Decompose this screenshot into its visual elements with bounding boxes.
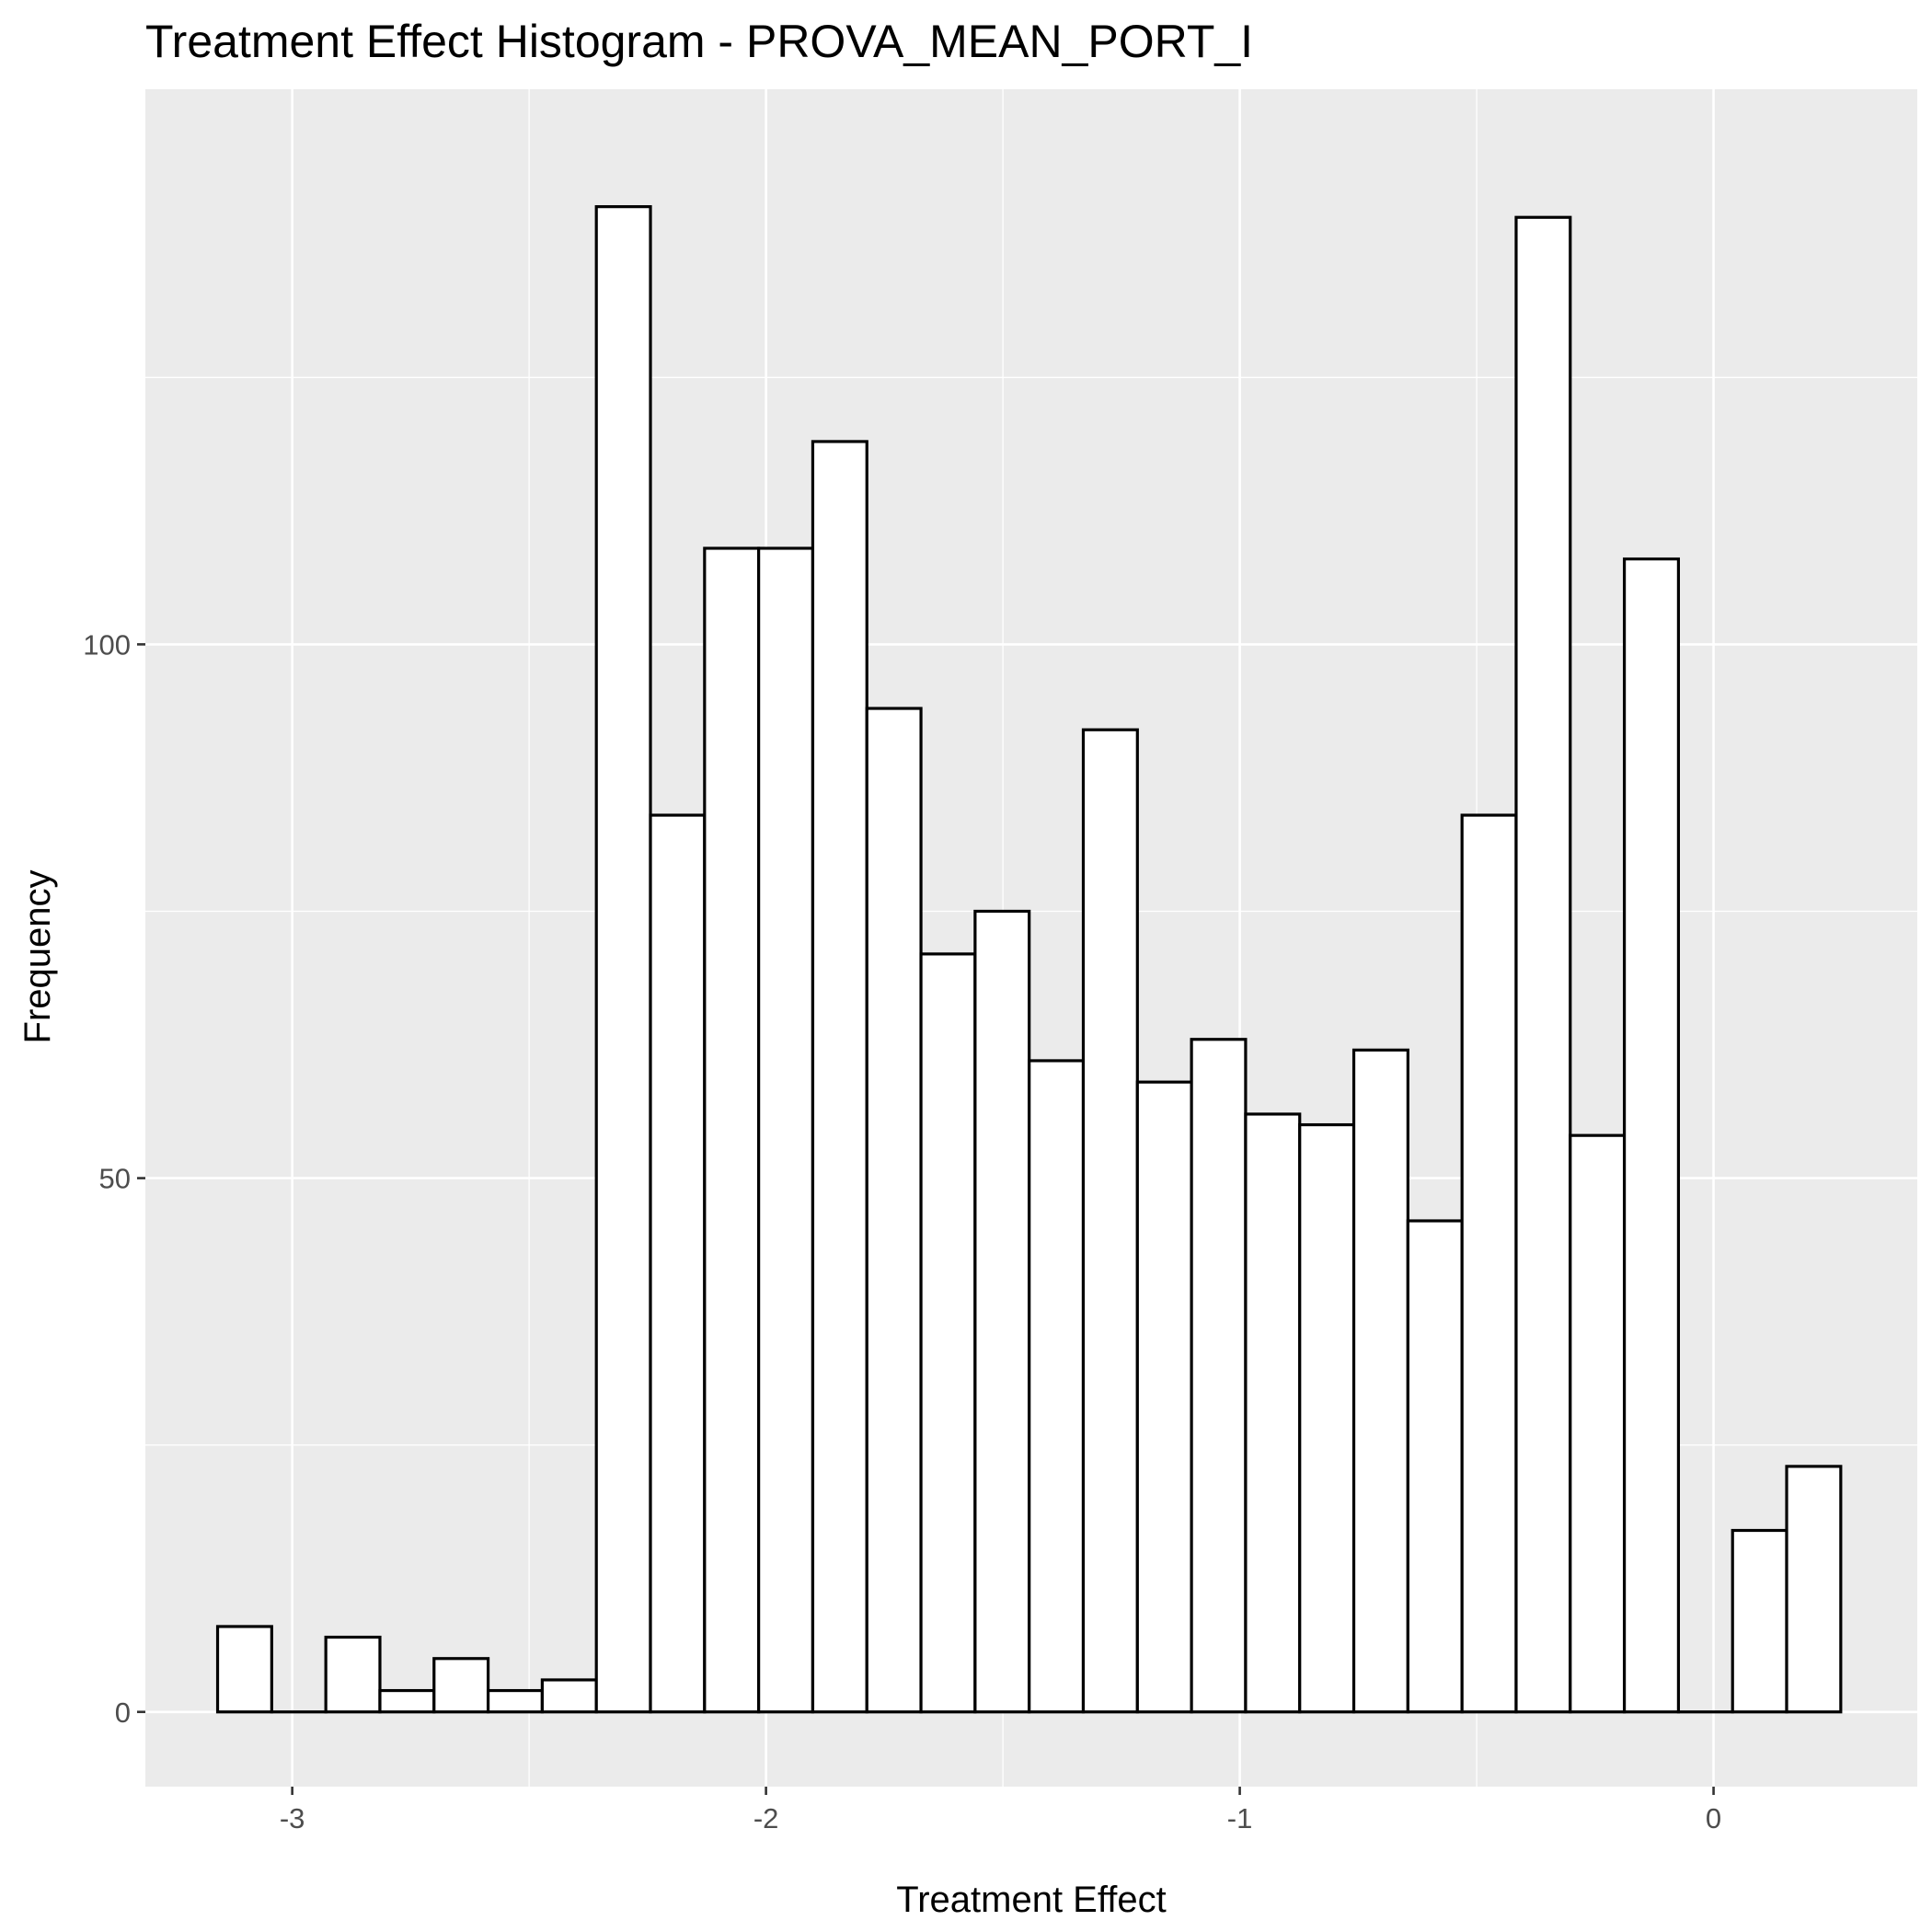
x-axis: -3 -2 -1 0	[280, 1787, 1721, 1834]
histogram-bar	[1081, 728, 1139, 1714]
histogram-bar	[1460, 813, 1518, 1714]
histogram-bar	[540, 1678, 598, 1714]
histogram-bars	[215, 205, 1843, 1714]
x-tick-label: -1	[1227, 1802, 1253, 1834]
histogram-bar	[1244, 1112, 1302, 1714]
histogram-bar	[865, 707, 923, 1714]
x-tick-label: -3	[280, 1802, 305, 1834]
histogram-bar	[1351, 1048, 1409, 1714]
y-tick-label: 100	[83, 628, 131, 661]
x-tick-label: 0	[1706, 1802, 1721, 1834]
y-axis: 0 50 100	[83, 628, 145, 1729]
histogram-bar	[215, 1625, 273, 1714]
histogram-bar	[378, 1688, 436, 1714]
histogram-bar	[1514, 215, 1572, 1714]
histogram-bar	[594, 205, 652, 1714]
y-tick-label: 0	[115, 1696, 131, 1729]
x-tick-label: -2	[753, 1802, 779, 1834]
histogram-bar	[1135, 1080, 1193, 1714]
histogram-bar	[324, 1635, 382, 1714]
histogram-bar	[432, 1657, 490, 1714]
chart-title: Treatment Effect Histogram - PROVA_MEAN_…	[145, 16, 1253, 67]
histogram-bar	[1406, 1219, 1464, 1714]
histogram-bar	[649, 813, 707, 1714]
histogram-bar	[1569, 1133, 1627, 1714]
histogram-bar	[1028, 1059, 1086, 1714]
histogram-bar	[1785, 1465, 1843, 1714]
y-tick-label: 50	[99, 1163, 131, 1195]
histogram-bar	[1190, 1038, 1248, 1714]
histogram-bar	[973, 909, 1031, 1714]
histogram-bar	[1298, 1122, 1356, 1714]
histogram-bar	[1731, 1528, 1788, 1714]
histogram-bar	[486, 1688, 544, 1714]
histogram-bar	[919, 952, 977, 1714]
histogram-bar	[757, 546, 815, 1714]
histogram-bar	[1622, 557, 1681, 1714]
x-axis-title: Treatment Effect	[896, 1880, 1166, 1920]
histogram-bar	[703, 546, 761, 1714]
histogram-bar	[811, 440, 868, 1714]
y-axis-title: Frequency	[17, 870, 58, 1044]
